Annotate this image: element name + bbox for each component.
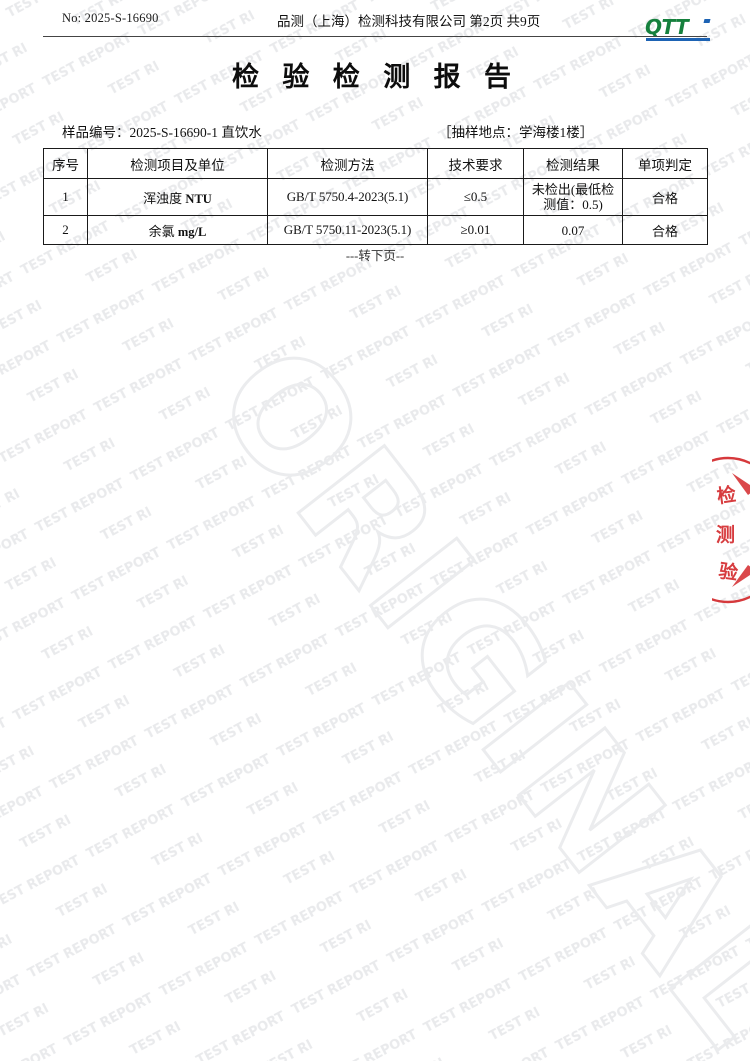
test-results-table: 序号 检测项目及单位 检测方法 技术要求 检测结果 单项判定 1 浑浊度 NTU…: [43, 148, 708, 245]
item-name: 余氯: [148, 223, 175, 239]
cell-index: 2: [43, 215, 88, 245]
cell-requirement: ≤0.5: [427, 178, 524, 216]
cell-index: 1: [43, 178, 88, 216]
cell-method: GB/T 5750.4-2023(5.1): [267, 178, 428, 216]
qtt-logo: QTT: [645, 15, 711, 42]
document-header: No: 2025-S-16690 品测（上海）检测科技有限公司 第2页 共9页 …: [0, 11, 750, 41]
column-header-requirement: 技术要求: [427, 148, 524, 179]
cell-method: GB/T 5750.11-2023(5.1): [267, 215, 428, 245]
cell-requirement: ≥0.01: [427, 215, 524, 245]
item-name: 浑浊度: [143, 190, 183, 206]
sample-number: 样品编号：2025-S-16690-1 直饮水: [62, 125, 262, 140]
table-row: 2 余氯 mg/L GB/T 5750.11-2023(5.1) ≥0.01 0…: [43, 215, 708, 245]
cell-verdict: 合格: [622, 178, 708, 216]
cell-verdict: 合格: [622, 215, 708, 245]
logo-underline-bar: [646, 38, 710, 41]
table-header-row: 序号 检测项目及单位 检测方法 技术要求 检测结果 单项判定: [43, 148, 708, 179]
item-unit: NTU: [185, 191, 212, 206]
continued-next-page-note: ---转下页--: [345, 249, 405, 263]
table-row: 1 浑浊度 NTU GB/T 5750.4-2023(5.1) ≤0.5 未检出…: [43, 178, 708, 216]
column-header-method: 检测方法: [267, 148, 428, 179]
cell-result: 未检出(最低检测值：0.5): [523, 178, 623, 216]
sampling-location: ［抽样地点：学海楼1楼］: [438, 125, 594, 140]
cell-result: 0.07: [523, 215, 623, 245]
item-unit: mg/L: [177, 224, 207, 239]
column-header-verdict: 单项判定: [622, 148, 708, 179]
report-number: No: 2025-S-16690: [62, 11, 159, 25]
column-header-item: 检测项目及单位: [87, 148, 268, 179]
column-header-index: 序号: [43, 148, 88, 179]
logo-wordmark: QTT: [645, 15, 689, 39]
column-header-result: 检测结果: [523, 148, 623, 179]
logo-accent-tick: [703, 19, 711, 23]
page-title: 检 验 检 测 报 告: [232, 62, 518, 93]
sample-info-line: 样品编号：2025-S-16690-1 直饮水 ［抽样地点：学海楼1楼］: [0, 121, 750, 141]
cell-item: 余氯 mg/L: [87, 215, 268, 245]
company-and-page-indicator: 品测（上海）检测科技有限公司 第2页 共9页: [277, 14, 541, 29]
cell-item: 浑浊度 NTU: [87, 178, 268, 216]
header-divider-rule: [43, 36, 707, 37]
